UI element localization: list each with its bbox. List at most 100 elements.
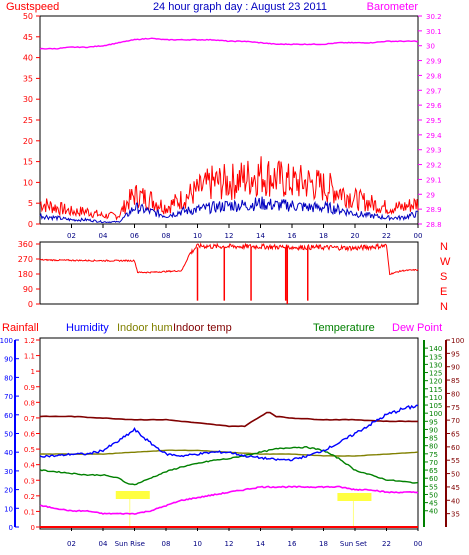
- wind-series-line: [39, 196, 418, 224]
- temperature-axis-tick-label: 100: [429, 410, 442, 418]
- winddir-axis-tick-label: 360: [18, 240, 33, 249]
- indoor-temp-series-line: [39, 411, 418, 428]
- top-x-tick-label: 12: [225, 232, 234, 240]
- temperature-axis-tick-label: 120: [429, 378, 442, 386]
- compass-letter: W: [440, 256, 451, 268]
- dewpoint-axis-tick-label: 65: [451, 431, 460, 439]
- dewpoint-axis-tick-label: 95: [451, 350, 460, 358]
- bottom-x-tick-label: 00: [414, 540, 423, 548]
- rain-axis-tick-label: 0.2: [24, 493, 35, 501]
- temperature-series-line: [39, 445, 419, 486]
- gust-axis-tick-label: 15: [23, 158, 33, 167]
- rain-axis-tick-label: 0.8: [24, 399, 35, 407]
- top-x-tick-label: 02: [67, 232, 76, 240]
- gust-axis-tick-label: 30: [23, 95, 33, 104]
- humidity-axis-tick-label: 90: [4, 356, 13, 364]
- rain-axis-tick-label: 0.4: [24, 462, 36, 470]
- top-x-tick-label: 10: [193, 232, 202, 240]
- rain-axis-tick-label: 1: [31, 368, 35, 376]
- rain-axis-tick-label: 0.3: [24, 477, 35, 485]
- legend-dew-point: Dew Point: [392, 322, 442, 334]
- winddir-axis-tick-label: 180: [18, 270, 33, 279]
- compass-letter: N: [440, 301, 448, 313]
- top-x-tick-label: 14: [256, 232, 265, 240]
- winddir-axis-tick-label: 0: [28, 300, 33, 309]
- rain-axis-tick-label: 0.7: [24, 415, 35, 423]
- humidity-axis-tick-label: 10: [4, 505, 13, 513]
- gust-axis-tick-label: 0: [28, 220, 33, 229]
- top-x-tick-label: 18: [319, 232, 328, 240]
- humidity-axis-tick-label: 30: [4, 468, 13, 476]
- baro-axis-tick-label: 30: [426, 43, 435, 51]
- top-x-tick-label: 20: [351, 232, 360, 240]
- dewpoint-axis-tick-label: 85: [451, 377, 460, 385]
- temperature-axis-tick-label: 50: [429, 491, 438, 499]
- top-x-tick-label: 08: [162, 232, 171, 240]
- rain-axis-tick-label: 0.5: [24, 446, 35, 454]
- temperature-axis-tick-label: 75: [429, 451, 438, 459]
- rain-axis-tick-label: 1.2: [24, 337, 35, 345]
- humidity-series-line: [39, 404, 419, 462]
- temperature-axis-tick-label: 40: [429, 508, 438, 516]
- sunrise-marker: [115, 491, 150, 499]
- temperature-axis-tick-label: 65: [429, 467, 438, 475]
- winddir-series-line: [39, 242, 419, 276]
- dewpoint-axis-tick-label: 60: [451, 444, 460, 452]
- dewpoint-axis-tick-label: 80: [451, 390, 460, 398]
- bottom-x-tick-label: 22: [382, 540, 391, 548]
- compass-letter: E: [440, 286, 447, 298]
- baro-axis-tick-label: 29.5: [426, 117, 442, 125]
- humidity-axis-tick-label: 20: [4, 487, 13, 495]
- dewpoint-axis-tick-label: 35: [451, 511, 460, 519]
- baro-axis-tick-label: 29.7: [426, 87, 442, 95]
- baro-axis-tick-label: 28.9: [426, 206, 442, 214]
- rain-axis-tick-label: 0.1: [24, 508, 35, 516]
- winddir-axis-tick-label: 90: [23, 285, 33, 294]
- temperature-axis-tick-label: 125: [429, 370, 442, 378]
- humidity-axis-tick-label: 60: [4, 412, 13, 420]
- bottom-x-tick-label: 12: [225, 540, 234, 548]
- legend-humidity: Humidity: [66, 322, 109, 334]
- gust-axis-tick-label: 45: [23, 33, 33, 42]
- baro-axis-tick-label: 30.2: [426, 13, 442, 21]
- top-x-tick-label: 22: [382, 232, 391, 240]
- temperature-axis-tick-label: 90: [429, 426, 438, 434]
- dewpoint-axis-tick-label: 100: [451, 337, 464, 345]
- legend-temperature: Temperature: [313, 322, 375, 334]
- baro-axis-tick-label: 30.1: [426, 28, 442, 36]
- compass-letter: S: [440, 271, 447, 283]
- gust-series-line: [39, 156, 419, 221]
- humidity-axis-tick-label: 100: [0, 337, 13, 345]
- gust-label: Gustspeed: [6, 1, 59, 13]
- legend-indoor-hum: Indoor hum: [117, 322, 173, 334]
- gust-axis-tick-label: 5: [28, 199, 33, 208]
- rain-axis-tick-label: 0: [31, 524, 35, 532]
- temperature-axis-tick-label: 95: [429, 418, 438, 426]
- bottom-x-tick-label: 10: [193, 540, 202, 548]
- bottom-x-tick-label: 08: [162, 540, 171, 548]
- baro-label: Barometer: [367, 1, 419, 13]
- dewpoint-series-line: [39, 485, 419, 515]
- temperature-axis-tick-label: 110: [429, 394, 442, 402]
- rain-axis-tick-label: 1.1: [24, 353, 35, 361]
- bottom-x-tick-label: 04: [99, 540, 108, 548]
- winddir-axis-tick-label: 270: [18, 255, 33, 264]
- sunset-marker: [337, 493, 372, 501]
- top-x-tick-label: 00: [414, 232, 423, 240]
- top-x-tick-label: 06: [130, 232, 139, 240]
- baro-axis-tick-label: 29.9: [426, 58, 442, 66]
- temperature-axis-tick-label: 135: [429, 353, 442, 361]
- temperature-axis-tick-label: 80: [429, 443, 438, 451]
- sunset-label: Sun Set: [340, 540, 367, 548]
- rain-axis-tick-label: 0.6: [24, 431, 36, 439]
- gust-axis-tick-label: 20: [23, 137, 33, 146]
- top-x-tick-label: 16: [288, 232, 297, 240]
- temperature-axis-tick-label: 105: [429, 402, 442, 410]
- temperature-axis-tick-label: 55: [429, 483, 438, 491]
- legend-indoor-temp: Indoor temp: [173, 322, 232, 334]
- legend-rainfall: Rainfall: [2, 322, 39, 334]
- humidity-axis-tick-label: 70: [4, 393, 13, 401]
